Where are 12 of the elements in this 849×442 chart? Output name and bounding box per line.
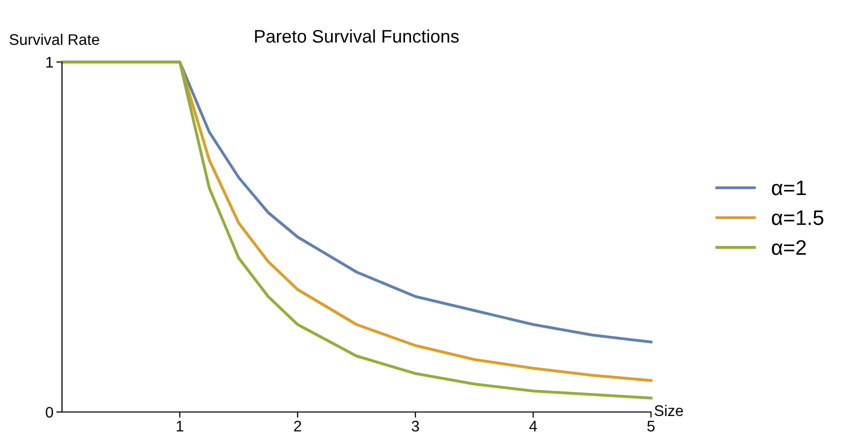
x-tick-label: 1	[176, 420, 184, 432]
y-tick-label: 0	[46, 406, 54, 418]
legend-label: α=1.5	[772, 210, 824, 226]
x-tick-label: 4	[529, 420, 537, 432]
x-tick-label: 5	[647, 420, 655, 432]
y-axis-title: Survival Rate	[10, 34, 100, 45]
x-axis-title: Size	[654, 404, 683, 416]
x-tick-label: 2	[294, 420, 302, 432]
x-tick-label: 3	[412, 420, 419, 432]
legend-label: α=1	[772, 180, 806, 196]
legend-label: α=2	[772, 240, 806, 255]
chart-title: Pareto Survival Functions	[255, 29, 459, 43]
